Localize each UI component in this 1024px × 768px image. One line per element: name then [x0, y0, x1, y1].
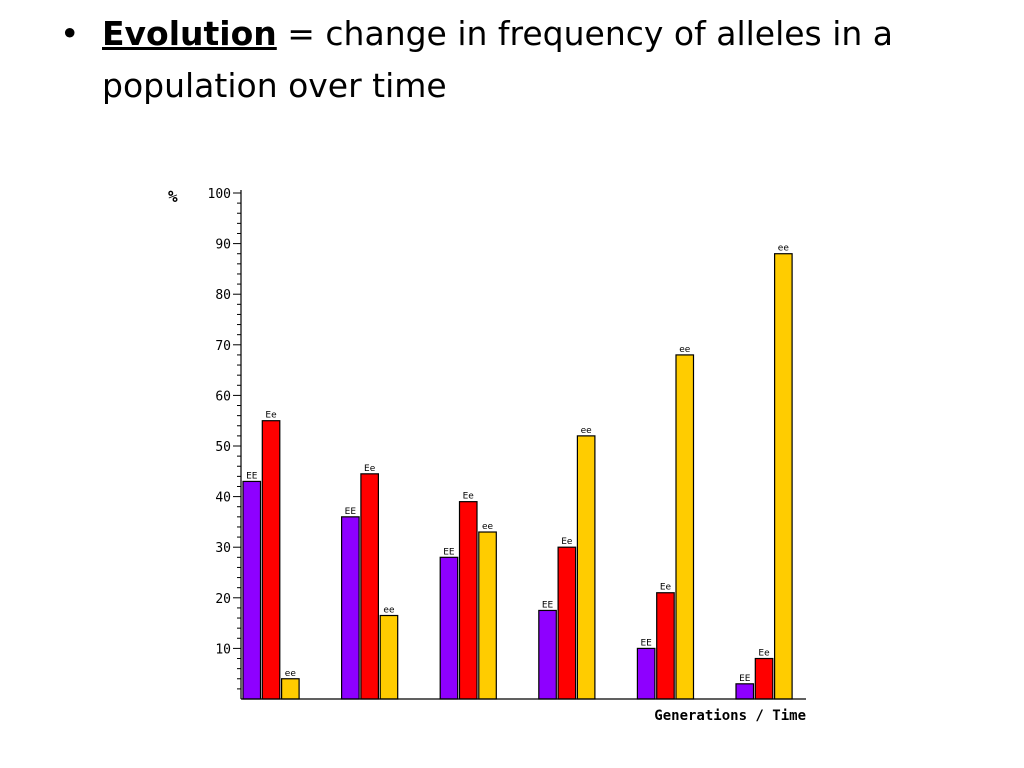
bar-ee-gen-3 — [458, 501, 478, 700]
bar-ee-gen-5 — [675, 354, 695, 700]
bar-label: EE — [443, 547, 455, 557]
bar-label: EE — [739, 674, 751, 684]
bar-ee-gen-4 — [538, 609, 557, 700]
bar-label: ee — [482, 522, 494, 532]
bar-ee-gen-4 — [576, 435, 596, 700]
y-tick-label: 90 — [215, 238, 231, 253]
bullet-text: Evolution = change in frequency of allel… — [102, 8, 982, 112]
bar-label: ee — [383, 606, 395, 616]
evolution-term: Evolution — [102, 14, 277, 53]
bar-label: Ee — [758, 649, 770, 659]
bar-label: EE — [542, 600, 554, 610]
bar-label: EE — [246, 471, 258, 481]
y-axis-ticks: 10 20 30 40 50 60 70 80 90 100 — [208, 187, 241, 690]
bar-ee-gen-4 — [557, 546, 577, 700]
bar-ee-gen-1 — [261, 420, 281, 700]
bar-ee-gen-2 — [379, 614, 399, 700]
y-tick-label: 60 — [215, 389, 231, 404]
y-tick-label: 30 — [215, 541, 231, 556]
bar-label: Ee — [463, 492, 475, 502]
y-tick-label: 40 — [215, 491, 231, 506]
bar-label: ee — [679, 345, 691, 355]
x-axis-label: Generations / Time — [654, 708, 806, 724]
y-tick-label: 100 — [208, 187, 231, 202]
bar-ee-gen-3 — [439, 556, 459, 700]
bars: EE Ee ee EE Ee ee EE Ee ee EE Ee ee EE Ee ee EE Ee ee — [242, 244, 793, 700]
y-tick-label: 80 — [215, 288, 231, 303]
evolution-definition: = change in frequency of alleles in a po… — [102, 14, 894, 105]
y-tick-label: 50 — [215, 440, 231, 455]
bar-label: Ee — [364, 464, 376, 474]
y-axis-label: % — [168, 187, 178, 206]
bar-label: Ee — [265, 411, 277, 421]
y-tick-label: 10 — [215, 642, 231, 657]
bar-label: EE — [640, 638, 652, 648]
bullet-dot: • — [60, 14, 80, 53]
bar-ee-gen-6 — [735, 683, 755, 700]
bar-label: EE — [345, 507, 357, 517]
bar-label: ee — [778, 244, 790, 254]
bar-ee-gen-6 — [754, 657, 774, 700]
bar-ee-gen-5 — [636, 647, 656, 700]
y-tick-label: 20 — [215, 592, 231, 607]
bar-ee-gen-1 — [281, 678, 300, 700]
bar-label: ee — [581, 426, 593, 436]
bar-ee-gen-2 — [360, 473, 379, 700]
bar-label: Ee — [660, 583, 672, 593]
bar-ee-gen-5 — [656, 592, 675, 700]
y-tick-label: 70 — [215, 339, 231, 354]
bar-label: ee — [285, 669, 297, 679]
bar-ee-gen-1 — [242, 480, 262, 700]
bar-ee-gen-6 — [773, 253, 793, 700]
bar-ee-gen-2 — [341, 516, 360, 700]
bar-label: Ee — [561, 537, 573, 547]
bar-ee-gen-3 — [478, 531, 497, 700]
